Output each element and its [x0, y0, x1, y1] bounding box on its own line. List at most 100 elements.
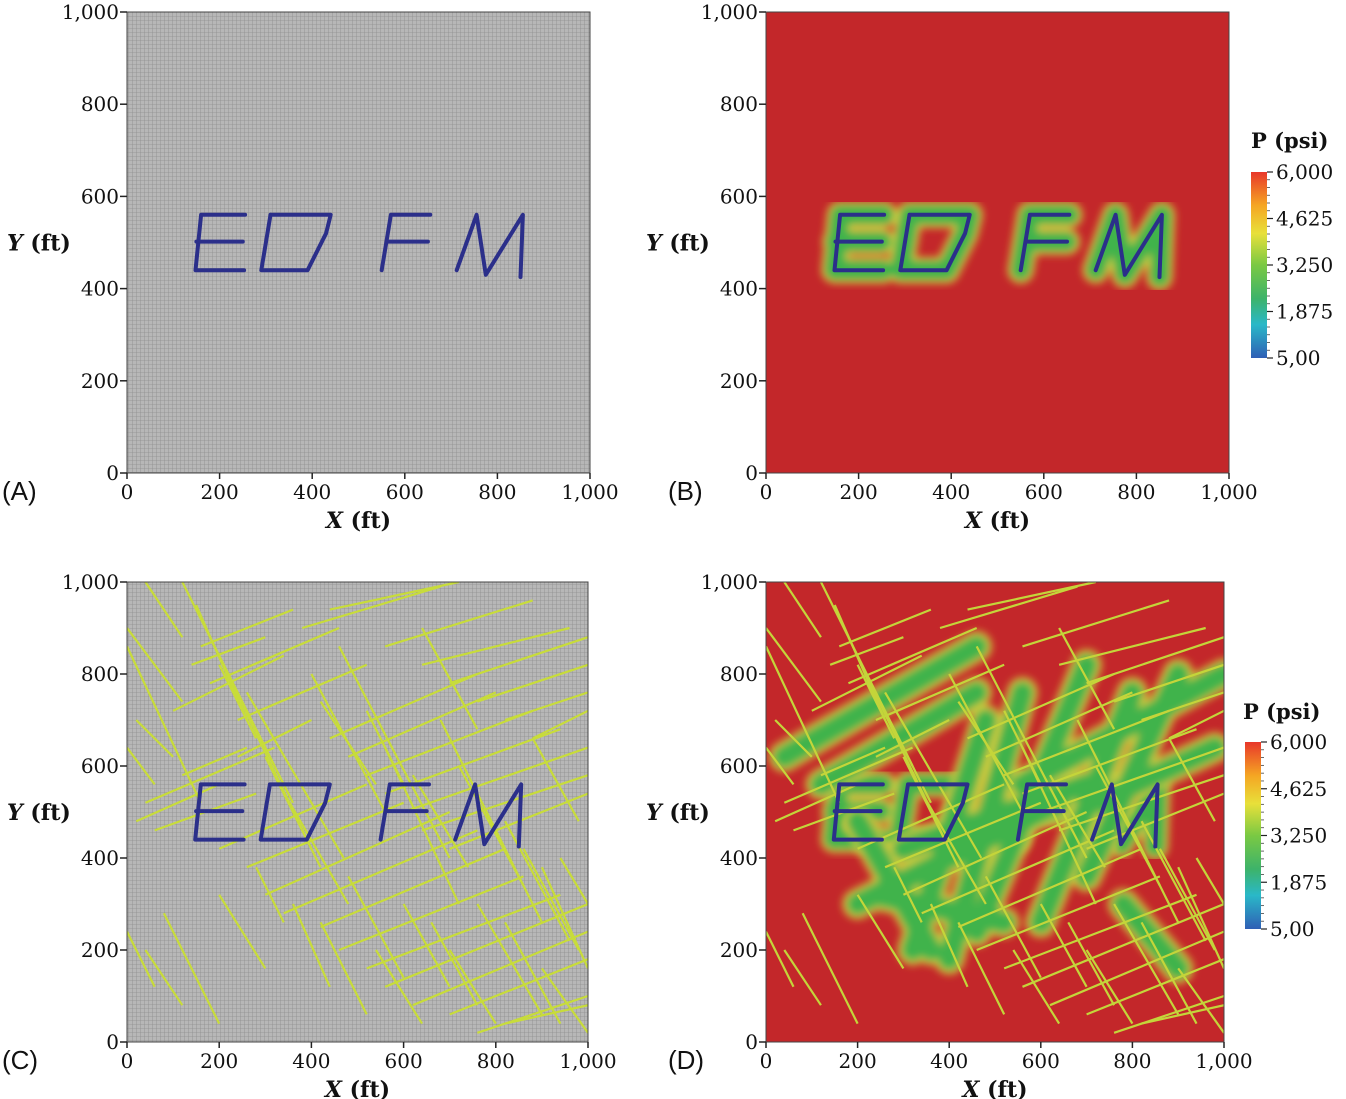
fracture-line [421, 627, 479, 730]
fracture-line [319, 921, 368, 1015]
plot-area-0 [127, 12, 590, 473]
fracture-line [1113, 793, 1180, 923]
fracture-line [245, 691, 345, 859]
colorbar-b-title: P (psi) [1251, 128, 1328, 153]
colorbar-tick-label: 6,000 [1270, 730, 1327, 754]
letter-stroke [1093, 212, 1164, 280]
fracture-line [127, 627, 184, 703]
letter-stroke [258, 782, 332, 842]
y-tick-label: 0 [106, 1030, 119, 1054]
fracture-line [200, 608, 294, 648]
fracture-line [1058, 774, 1224, 832]
fracture-line [366, 893, 561, 970]
fracture-line [264, 810, 451, 896]
x-tick-label: 400 [293, 480, 331, 504]
fracture-line [264, 756, 322, 868]
fracture-line [957, 847, 1142, 929]
y-tick-label: 1,000 [62, 570, 119, 594]
fracture-line [144, 582, 184, 638]
fracture-line [531, 737, 580, 822]
fracture-line [1067, 921, 1116, 1006]
fracture-line [448, 949, 497, 1025]
fracture-line [766, 627, 822, 703]
fracture-line [1058, 626, 1206, 666]
letter-stroke [1018, 212, 1072, 273]
y-tick-label: 400 [720, 277, 758, 301]
x-tick-label: 0 [760, 1049, 773, 1073]
fracture-line [421, 774, 588, 832]
x-tick-label: 1,000 [561, 480, 618, 504]
fracture-line [783, 746, 913, 804]
fracture-line [320, 847, 506, 929]
colorbar-d-bar [1245, 742, 1261, 929]
fracture-line [532, 709, 588, 740]
fracture-line [338, 645, 451, 859]
x-tick-label: 600 [385, 1049, 423, 1073]
fracture-line [384, 747, 460, 905]
x-tick-label: 200 [201, 480, 239, 504]
fracture-line [540, 866, 588, 969]
fracture-line [135, 719, 174, 758]
fracture-line [1140, 820, 1207, 942]
fracture-line [477, 994, 588, 1034]
fracture-line [278, 783, 350, 905]
colorbar-tick-label: 3,250 [1270, 824, 1327, 848]
colorbar-tick-label: 5,00 [1276, 346, 1321, 370]
fracture-line [430, 921, 479, 1006]
y-tick-label: 0 [106, 461, 119, 485]
fracture-line [1141, 691, 1224, 722]
y-axis-label: Y (ft) [646, 231, 710, 257]
x-tick-label: 800 [478, 480, 516, 504]
fracture-line [1141, 1004, 1224, 1025]
fracture-line [884, 801, 1042, 869]
fracture-line [209, 626, 340, 685]
x-tick-label: 800 [477, 1049, 515, 1073]
fracture-line [384, 599, 534, 648]
colorbar-tick-label: 4,625 [1270, 777, 1327, 801]
x-axis-label: X (ft) [960, 1077, 1027, 1099]
fracture-line [127, 645, 202, 804]
y-tick-label: 200 [81, 938, 119, 962]
panel-letter: (B) [668, 476, 703, 506]
x-tick-label: 600 [1025, 480, 1063, 504]
fracture-line [347, 875, 405, 979]
fracture-line [921, 829, 1115, 915]
fracture-line [774, 783, 859, 823]
fracture-line [412, 930, 588, 1007]
x-tick-label: 1,000 [1195, 1049, 1252, 1073]
fracture-line [191, 636, 266, 666]
fracture-line [504, 691, 588, 722]
fracture-line [403, 746, 588, 814]
fracture-line [838, 608, 932, 648]
x-tick-label: 0 [760, 480, 773, 504]
y-tick-label: 800 [720, 662, 758, 686]
panel-c: 0 200 400 600 800 1,000 0 200 400 600 800 1,000 X (f… [2, 570, 617, 1099]
y-tick-label: 200 [81, 369, 119, 393]
letter-stroke [378, 782, 431, 842]
x-tick-label: 400 [930, 1049, 968, 1073]
fracture-line [1021, 747, 1097, 905]
colorbar-b-bar [1251, 172, 1267, 358]
fracture-line [338, 875, 524, 952]
y-tick-label: 1,000 [701, 570, 758, 594]
x-tick-label: 600 [1022, 1049, 1060, 1073]
fracture-line [884, 691, 983, 859]
colorbar-d: P (psi) 6,000 4,625 3,250 1,875 5,00 [1243, 699, 1327, 941]
y-tick-label: 600 [81, 754, 119, 778]
fracture-line [411, 774, 470, 868]
fracture-line [283, 829, 478, 915]
colorbar-tick-label: 1,875 [1270, 870, 1327, 894]
fracture-line [766, 746, 795, 786]
panel-letter: (D) [668, 1045, 704, 1075]
y-tick-label: 600 [720, 754, 758, 778]
fracture-line [976, 875, 1161, 952]
fracture-line [1003, 709, 1170, 777]
fracture-network [766, 582, 1224, 1034]
x-tick-label: 0 [121, 480, 134, 504]
y-tick-label: 800 [720, 92, 758, 116]
y-tick-label: 800 [81, 662, 119, 686]
fracture-line [957, 921, 1006, 1015]
fracture-line [162, 912, 221, 1025]
fracture-line [1022, 902, 1224, 988]
fracture-line [957, 700, 1015, 786]
